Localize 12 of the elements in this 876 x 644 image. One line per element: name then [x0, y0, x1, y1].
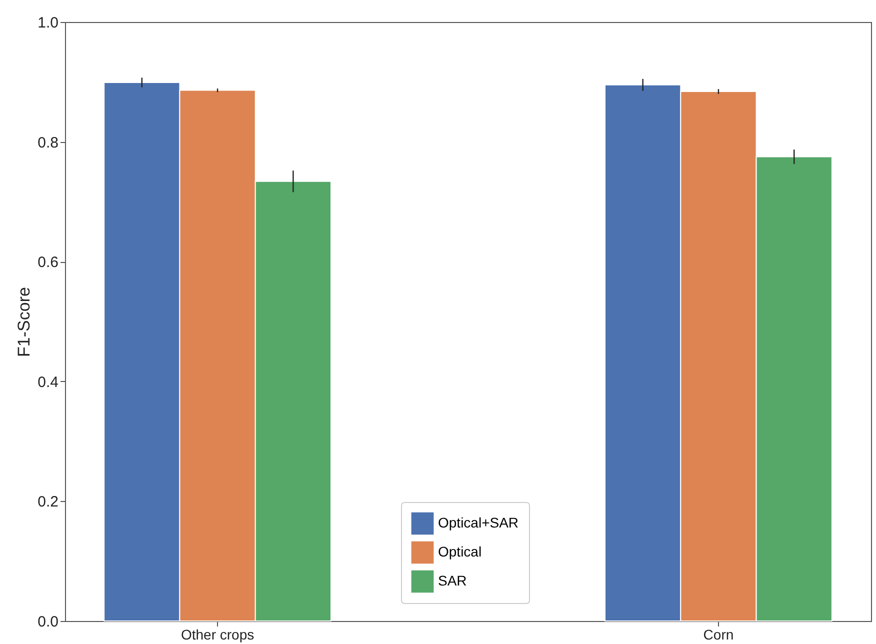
y-tick-label: 0.8 — [38, 134, 58, 152]
legend-label: Optical+SAR — [438, 514, 519, 530]
y-tick-label: 0.2 — [38, 494, 58, 511]
y-axis-title: F1-Score — [14, 287, 34, 357]
y-tick-label: 0.4 — [38, 374, 58, 391]
legend-label: SAR — [438, 572, 467, 588]
x-tick-label: Corn — [703, 626, 734, 642]
x-tick-label: Other crops — [180, 626, 254, 642]
legend-label: Optical — [438, 544, 482, 560]
y-tick-label: 1.0 — [38, 14, 58, 32]
y-tick-label: 0.0 — [38, 614, 58, 630]
y-tick-label: 0.6 — [38, 254, 58, 272]
